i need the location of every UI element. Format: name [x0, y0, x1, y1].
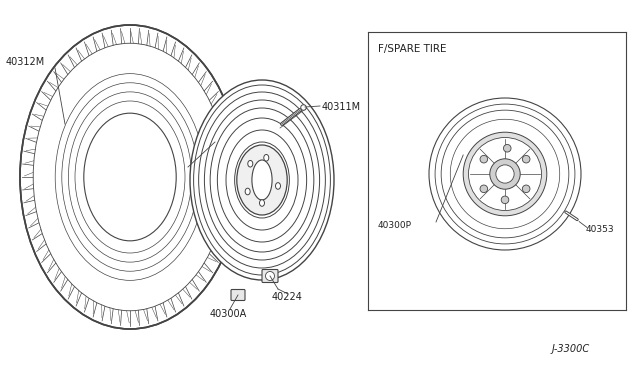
- Ellipse shape: [301, 105, 307, 110]
- Text: 40300A: 40300A: [210, 309, 247, 319]
- Text: 40353: 40353: [585, 225, 614, 234]
- Text: J-3300C: J-3300C: [552, 344, 590, 354]
- Ellipse shape: [210, 108, 314, 252]
- Ellipse shape: [468, 138, 541, 211]
- Ellipse shape: [235, 142, 289, 218]
- Ellipse shape: [237, 145, 287, 215]
- Ellipse shape: [248, 160, 253, 167]
- Ellipse shape: [50, 66, 211, 288]
- Ellipse shape: [435, 104, 575, 244]
- Ellipse shape: [33, 43, 227, 311]
- Ellipse shape: [252, 160, 272, 200]
- FancyBboxPatch shape: [262, 269, 278, 282]
- Ellipse shape: [501, 196, 509, 203]
- Ellipse shape: [259, 200, 264, 206]
- Text: 40312M: 40312M: [6, 57, 45, 67]
- Ellipse shape: [522, 155, 530, 163]
- Ellipse shape: [522, 185, 530, 193]
- FancyBboxPatch shape: [231, 289, 245, 301]
- Ellipse shape: [441, 110, 569, 238]
- Ellipse shape: [275, 183, 280, 189]
- Ellipse shape: [463, 132, 547, 216]
- Ellipse shape: [496, 165, 514, 183]
- Ellipse shape: [218, 118, 307, 242]
- Ellipse shape: [190, 80, 334, 280]
- Text: 40300P: 40300P: [378, 221, 412, 230]
- Ellipse shape: [226, 130, 298, 230]
- Text: 40300P: 40300P: [158, 154, 195, 164]
- Ellipse shape: [84, 113, 176, 241]
- Ellipse shape: [266, 272, 275, 280]
- Ellipse shape: [20, 25, 240, 329]
- Ellipse shape: [245, 188, 250, 195]
- Ellipse shape: [204, 100, 319, 260]
- Ellipse shape: [480, 155, 488, 163]
- Text: 40224: 40224: [272, 292, 303, 302]
- Ellipse shape: [198, 92, 325, 268]
- Ellipse shape: [38, 51, 221, 303]
- Text: F/SPARE TIRE: F/SPARE TIRE: [378, 44, 447, 54]
- Ellipse shape: [504, 144, 511, 152]
- Ellipse shape: [429, 98, 581, 250]
- Text: 40311M: 40311M: [322, 102, 361, 112]
- Ellipse shape: [194, 85, 330, 275]
- Ellipse shape: [490, 159, 520, 189]
- Ellipse shape: [264, 154, 269, 161]
- Ellipse shape: [480, 185, 488, 193]
- Ellipse shape: [44, 58, 216, 296]
